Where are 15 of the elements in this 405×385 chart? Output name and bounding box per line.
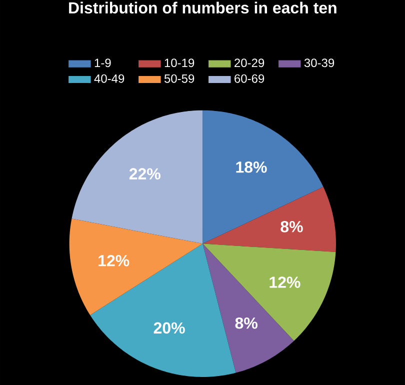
- legend-label: 60-69: [234, 74, 264, 83]
- legend-label: 40-49: [94, 74, 124, 83]
- data-label: 8%: [235, 317, 258, 329]
- chart-title: Distribution of numbers in each ten: [69, 2, 336, 14]
- data-label: 22%: [129, 168, 160, 180]
- data-label: 18%: [236, 161, 267, 173]
- data-label: 12%: [98, 254, 130, 266]
- legend-label: 1-9: [94, 58, 111, 68]
- legend-label: 20-29: [234, 58, 264, 68]
- legend-label: 30-39: [304, 58, 334, 68]
- data-label: 20%: [154, 322, 185, 334]
- data-label: 8%: [280, 221, 303, 232]
- data-label: 12%: [270, 276, 300, 288]
- legend-label: 50-59: [164, 74, 194, 83]
- legend-label: 10-19: [164, 58, 194, 68]
